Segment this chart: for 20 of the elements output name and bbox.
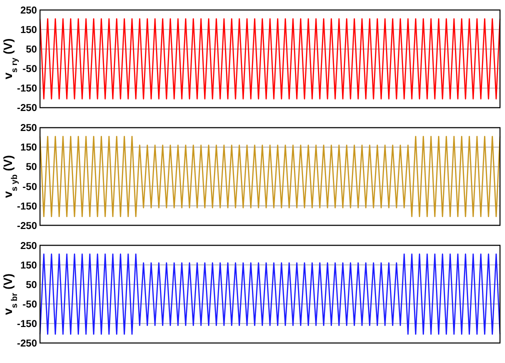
y-tick-label: 250: [20, 123, 38, 134]
y-tick-label: -150: [16, 84, 38, 95]
y-tick-label: 150: [20, 260, 38, 272]
y-tick-label: 250: [20, 6, 38, 16]
y-tick-label: 50: [26, 44, 38, 56]
y-tick-label: 50: [26, 280, 38, 291]
y-tick-label: 250: [20, 240, 38, 252]
line-series: [39, 136, 501, 218]
y-tick-label: -250: [16, 103, 38, 114]
y-tick-label: 50: [26, 162, 38, 174]
y-tick-label: -250: [16, 220, 38, 232]
y-tick-label: -50: [22, 64, 38, 76]
y-tick-label: -150: [16, 201, 38, 212]
y-tick-label: -150: [16, 318, 38, 330]
y-tick-label: 150: [20, 25, 38, 36]
y-tick-label: -50: [22, 299, 38, 310]
line-series: [39, 254, 501, 335]
y-tick-label: 150: [20, 142, 38, 154]
y-tick-label: -250: [16, 338, 38, 350]
y-tick-label: -50: [22, 182, 38, 193]
